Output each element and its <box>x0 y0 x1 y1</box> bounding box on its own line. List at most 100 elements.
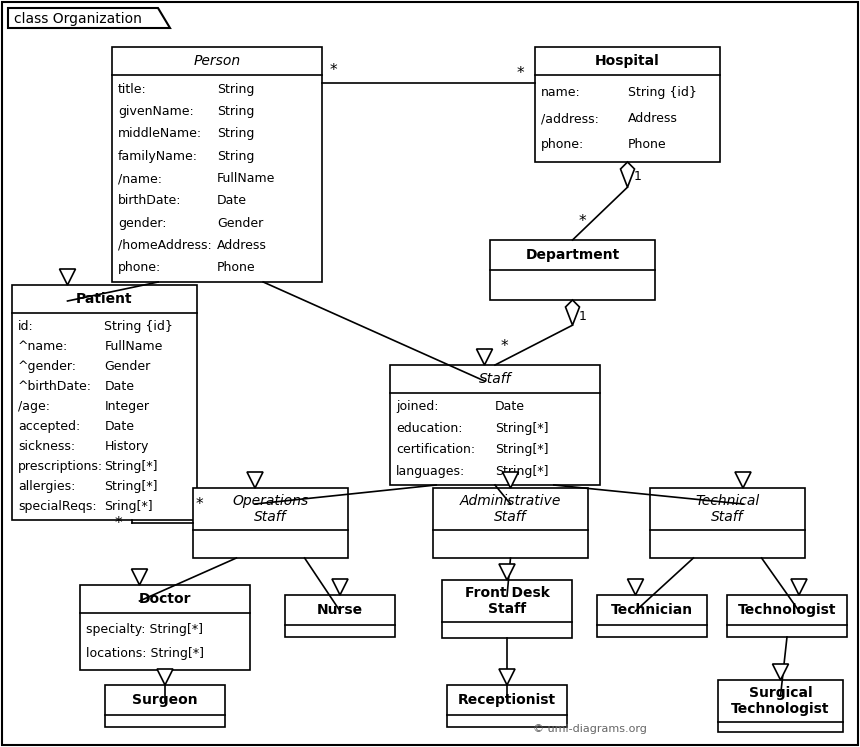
Bar <box>490 240 655 300</box>
Text: *: * <box>196 497 204 512</box>
Text: name:: name: <box>541 86 581 99</box>
Text: String[*]: String[*] <box>105 480 158 493</box>
Text: certification:: certification: <box>396 443 475 456</box>
Text: String {id}: String {id} <box>105 320 174 332</box>
Text: specialty: String[*]: specialty: String[*] <box>86 622 203 636</box>
Text: education:: education: <box>396 422 463 435</box>
Text: /name:: /name: <box>118 172 162 185</box>
Text: sickness:: sickness: <box>18 440 75 453</box>
Text: String: String <box>217 128 255 140</box>
Text: phone:: phone: <box>118 261 162 274</box>
Bar <box>535 47 720 162</box>
Text: id:: id: <box>18 320 34 332</box>
Text: Administrative
Staff: Administrative Staff <box>460 494 562 524</box>
Text: String[*]: String[*] <box>495 422 549 435</box>
Bar <box>597 595 707 637</box>
Text: Person: Person <box>194 54 241 68</box>
Text: Staff: Staff <box>479 372 511 386</box>
Text: Date: Date <box>105 380 134 393</box>
Text: /homeAddress:: /homeAddress: <box>118 239 212 252</box>
Text: *: * <box>330 63 338 78</box>
Polygon shape <box>476 349 493 365</box>
Text: Gender: Gender <box>217 217 263 229</box>
Bar <box>105 685 225 727</box>
Bar <box>442 580 572 638</box>
Text: specialReqs:: specialReqs: <box>18 500 96 513</box>
Text: title:: title: <box>118 83 147 96</box>
Text: String: String <box>217 149 255 163</box>
Bar <box>390 365 600 485</box>
Bar <box>285 595 395 637</box>
Polygon shape <box>157 669 173 685</box>
Text: *: * <box>579 214 587 229</box>
Text: Surgeon: Surgeon <box>132 693 198 707</box>
Text: Department: Department <box>525 248 619 262</box>
Text: Address: Address <box>217 239 267 252</box>
Text: Nurse: Nurse <box>317 603 363 617</box>
Text: accepted:: accepted: <box>18 420 80 433</box>
Text: ^name:: ^name: <box>18 340 68 353</box>
Polygon shape <box>132 569 148 585</box>
Bar <box>80 585 250 670</box>
Text: Hospital: Hospital <box>595 54 660 68</box>
Polygon shape <box>772 664 789 680</box>
Text: middleName:: middleName: <box>118 128 202 140</box>
Text: Front Desk
Staff: Front Desk Staff <box>464 586 550 616</box>
Text: String[*]: String[*] <box>105 460 158 474</box>
Text: Surgical
Technologist: Surgical Technologist <box>731 686 830 716</box>
Polygon shape <box>628 579 643 595</box>
Polygon shape <box>499 669 515 685</box>
Polygon shape <box>247 472 263 488</box>
Text: givenName:: givenName: <box>118 105 194 118</box>
Text: String: String <box>217 105 255 118</box>
Polygon shape <box>59 269 76 285</box>
Text: String[*]: String[*] <box>495 443 549 456</box>
Polygon shape <box>621 162 635 187</box>
Text: ^gender:: ^gender: <box>18 360 77 373</box>
Bar <box>718 680 843 732</box>
Text: prescriptions:: prescriptions: <box>18 460 103 474</box>
Text: Technical
Staff: Technical Staff <box>696 494 759 524</box>
Text: Sring[*]: Sring[*] <box>105 500 153 513</box>
Text: Receptionist: Receptionist <box>458 693 556 707</box>
Text: gender:: gender: <box>118 217 167 229</box>
Text: birthDate:: birthDate: <box>118 194 181 207</box>
Text: © uml-diagrams.org: © uml-diagrams.org <box>533 724 647 734</box>
Text: class Organization: class Organization <box>14 12 142 26</box>
Text: Integer: Integer <box>105 400 150 413</box>
Text: Phone: Phone <box>628 138 666 152</box>
Polygon shape <box>502 472 519 488</box>
Polygon shape <box>499 564 515 580</box>
Text: Patient: Patient <box>77 292 132 306</box>
Text: /address:: /address: <box>541 112 599 125</box>
Text: Technologist: Technologist <box>738 603 836 617</box>
Text: allergies:: allergies: <box>18 480 76 493</box>
Text: /age:: /age: <box>18 400 50 413</box>
Polygon shape <box>791 579 807 595</box>
Text: languages:: languages: <box>396 465 465 477</box>
Text: String: String <box>217 83 255 96</box>
Text: *: * <box>517 66 525 81</box>
Text: 1: 1 <box>634 170 642 183</box>
Text: Gender: Gender <box>105 360 150 373</box>
Text: FullName: FullName <box>105 340 163 353</box>
Polygon shape <box>332 579 348 595</box>
Bar <box>447 685 567 727</box>
Polygon shape <box>735 472 751 488</box>
Text: Technician: Technician <box>611 603 693 617</box>
Text: FullName: FullName <box>217 172 275 185</box>
Text: Phone: Phone <box>217 261 255 274</box>
Text: Doctor: Doctor <box>138 592 191 606</box>
Text: Address: Address <box>628 112 678 125</box>
Text: ^birthDate:: ^birthDate: <box>18 380 92 393</box>
Bar <box>433 488 588 558</box>
Bar <box>112 47 322 282</box>
Text: familyName:: familyName: <box>118 149 198 163</box>
Bar <box>12 285 197 520</box>
Text: locations: String[*]: locations: String[*] <box>86 648 204 660</box>
Polygon shape <box>566 300 580 325</box>
Text: Date: Date <box>105 420 134 433</box>
Text: Date: Date <box>217 194 247 207</box>
Text: Date: Date <box>495 400 525 413</box>
Bar <box>727 595 847 637</box>
